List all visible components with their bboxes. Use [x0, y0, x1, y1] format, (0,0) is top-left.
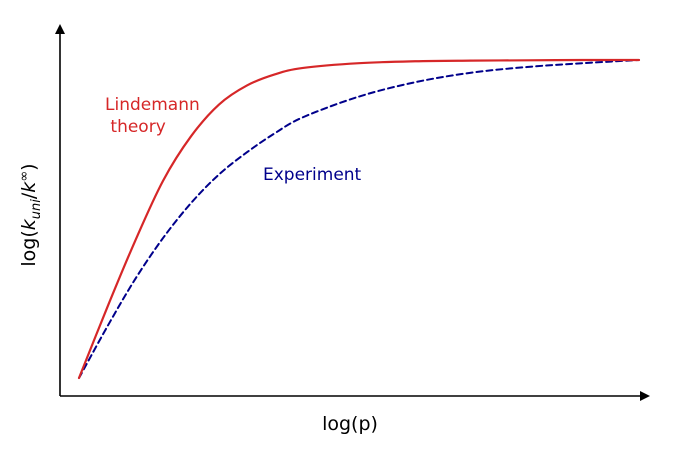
lindemann-label-line1: Lindemann [105, 95, 200, 115]
series-line-experiment [78, 59, 640, 379]
plot-area [77, 58, 641, 380]
y-label-slash: / [18, 192, 40, 199]
lindemann-label: Lindemann theory [105, 95, 205, 137]
y-axis-label: log(kuni/k∞) [17, 163, 44, 266]
experiment-label: Experiment [263, 165, 362, 185]
y-label-prefix: log( [18, 230, 40, 266]
y-label-suffix: ) [18, 163, 40, 170]
y-label-sup: ∞ [17, 171, 32, 182]
lindemann-label-line2: theory [105, 117, 166, 137]
x-axis-label: log(p) [322, 413, 378, 435]
y-label-sub: uni [29, 199, 44, 219]
y-label-k: k [18, 218, 40, 230]
y-label-k2: k [18, 181, 40, 193]
series-line-lindemann-theory [77, 58, 641, 380]
